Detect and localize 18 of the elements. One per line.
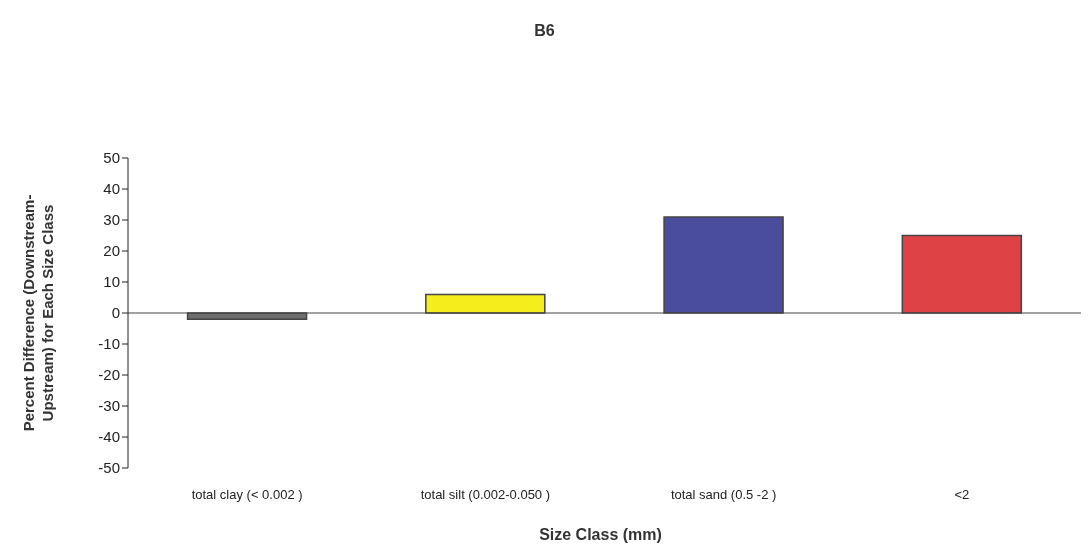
y-tick-label: 10 bbox=[103, 273, 120, 291]
y-axis-title: Percent Difference (Downstream-Upstream) for Each Size Class bbox=[20, 194, 56, 432]
y-tick-label: -10 bbox=[98, 335, 120, 353]
x-axis-title: Size Class (mm) bbox=[538, 526, 663, 544]
y-tick-label: 30 bbox=[103, 211, 120, 229]
y-tick-label: 0 bbox=[111, 304, 120, 322]
x-tick-label: total silt (0.002-0.050 ) bbox=[420, 487, 551, 503]
y-tick-label: -40 bbox=[98, 428, 120, 446]
y-tick-label: 50 bbox=[103, 149, 120, 167]
y-tick-label: 20 bbox=[103, 242, 120, 260]
x-tick-label: <2 bbox=[954, 487, 970, 503]
y-tick-label: -50 bbox=[98, 459, 120, 477]
y-tick-label: -30 bbox=[98, 397, 120, 415]
y-tick-label: 40 bbox=[103, 180, 120, 198]
chart-title: B6 bbox=[533, 22, 556, 40]
y-tick-label: -20 bbox=[98, 366, 120, 384]
x-tick-label: total clay (< 0.002 ) bbox=[191, 487, 303, 503]
x-tick-label: total sand (0.5 -2 ) bbox=[670, 487, 777, 503]
